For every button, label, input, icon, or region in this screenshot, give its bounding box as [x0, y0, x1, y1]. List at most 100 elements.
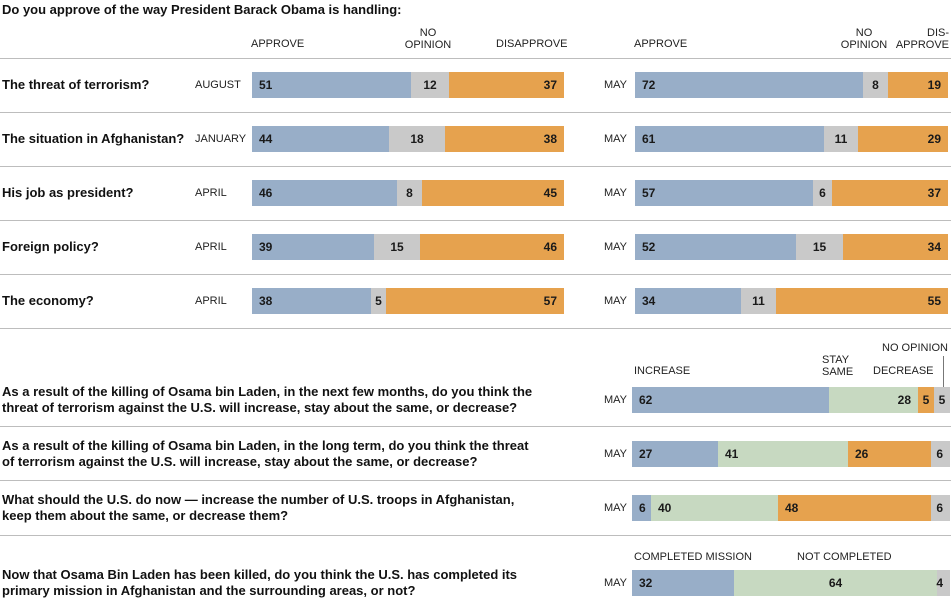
header-not-completed: NOT COMPLETED [797, 551, 892, 563]
left-approval-value-label: 37 [543, 78, 557, 92]
left-approval-segment [252, 234, 374, 260]
right-approval-segment [635, 234, 796, 260]
left-period-label: APRIL [195, 241, 227, 253]
right-period-label: MAY [604, 187, 628, 199]
survey-segment [931, 495, 950, 521]
mission-period-label: MAY [604, 577, 628, 589]
header-right-approve: APPROVE [634, 38, 688, 50]
survey-period-label: MAY [604, 394, 628, 406]
survey-value-label: 6 [936, 501, 943, 515]
right-approval-value-label: 34 [927, 240, 941, 254]
right-approval-segment [796, 234, 843, 260]
right-approval-bar: 72 8 19 [635, 72, 948, 98]
left-approval-bar: 39 15 46 [252, 234, 564, 260]
left-approval-segment [386, 288, 564, 314]
header-completed-mission: COMPLETED MISSION [634, 551, 752, 563]
survey-bottom-rule [0, 535, 951, 536]
right-approval-value-label: 57 [642, 186, 656, 200]
survey-row-rule [0, 480, 951, 481]
right-approval-segment [843, 234, 948, 260]
right-approval-bar: 57 6 37 [635, 180, 948, 206]
survey-bar: 27 41 26 6 [632, 441, 950, 467]
right-approval-value-label: 72 [642, 78, 656, 92]
row-rule [0, 274, 951, 275]
survey-value-label: 5 [922, 393, 930, 407]
survey-value-label: 62 [639, 393, 653, 407]
survey-value-label: 28 [897, 393, 911, 407]
no-opinion-pointer [943, 356, 944, 388]
survey-value-label: 48 [785, 501, 799, 515]
survey-question: As a result of the killing of Osama bin … [2, 384, 533, 415]
left-approval-segment [449, 72, 564, 98]
mission-bar: 32 64 4 [632, 570, 950, 596]
mission-segment [632, 570, 734, 596]
header-left-approve: APPROVE [251, 38, 305, 50]
mission-segment [937, 570, 950, 596]
right-approval-segment [813, 180, 832, 206]
survey-value-label: 6 [936, 447, 943, 461]
left-approval-segment [445, 126, 564, 152]
left-approval-segment [252, 180, 397, 206]
right-approval-value-label: 55 [927, 294, 941, 308]
survey-segment [651, 495, 778, 521]
left-approval-bar: 51 12 37 [252, 72, 564, 98]
row-rule [0, 220, 951, 221]
header-increase: INCREASE [634, 365, 691, 377]
left-approval-value-label: 38 [543, 132, 557, 146]
right-approval-bar: 34 11 55 [635, 288, 948, 314]
header-no-opinion: NO OPINION [882, 342, 949, 354]
right-approval-segment [635, 72, 863, 98]
left-approval-segment [252, 126, 389, 152]
right-approval-segment [832, 180, 948, 206]
header-right-disapprove: DIS- APPROVE [895, 27, 949, 51]
right-approval-segment [635, 126, 824, 152]
left-approval-value-label: 46 [259, 186, 273, 200]
survey-segment [632, 387, 829, 413]
survey-segment [632, 441, 718, 467]
left-approval-segment [371, 288, 386, 314]
left-approval-value-label: 45 [543, 186, 557, 200]
survey-bar: 62 28 5 5 [632, 387, 950, 413]
mission-value-label: 64 [828, 576, 843, 590]
survey-period-label: MAY [604, 448, 628, 460]
right-approval-segment [741, 288, 776, 314]
right-approval-value-label: 11 [834, 132, 848, 146]
right-approval-segment [635, 288, 741, 314]
right-approval-value-label: 34 [642, 294, 656, 308]
survey-value-label: 40 [658, 501, 672, 515]
left-approval-value-label: 46 [543, 240, 557, 254]
right-approval-segment [776, 288, 948, 314]
approval-question: The situation in Afghanistan? [2, 131, 185, 146]
left-approval-segment [420, 234, 564, 260]
right-approval-bar: 52 15 34 [635, 234, 948, 260]
right-approval-bar: 61 11 29 [635, 126, 948, 152]
right-approval-value-label: 19 [927, 78, 941, 92]
right-approval-segment [863, 72, 888, 98]
right-period-label: MAY [604, 241, 628, 253]
survey-bar: 6 40 48 6 [632, 495, 950, 521]
row-rule [0, 328, 951, 329]
right-approval-value-label: 29 [927, 132, 941, 146]
left-approval-value-label: 15 [390, 240, 404, 254]
left-approval-value-label: 57 [543, 294, 557, 308]
survey-value-label: 27 [639, 447, 653, 461]
left-approval-value-label: 12 [423, 78, 437, 92]
right-approval-value-label: 11 [752, 294, 765, 308]
right-approval-value-label: 6 [819, 186, 826, 200]
left-approval-segment [422, 180, 564, 206]
approval-question: Foreign policy? [2, 239, 99, 254]
right-period-label: MAY [604, 79, 628, 91]
right-approval-segment [858, 126, 948, 152]
left-period-label: APRIL [195, 187, 227, 199]
survey-value-label: 41 [725, 447, 739, 461]
right-approval-segment [888, 72, 948, 98]
row-rule [0, 166, 951, 167]
right-period-label: MAY [604, 295, 628, 307]
right-approval-segment [635, 180, 813, 206]
survey-row-rule [0, 426, 951, 427]
approval-question: His job as president? [2, 185, 134, 200]
right-approval-value-label: 61 [642, 132, 656, 146]
row-rule [0, 112, 951, 113]
right-approval-segment [824, 126, 858, 152]
left-approval-bar: 38 5 57 [252, 288, 564, 314]
